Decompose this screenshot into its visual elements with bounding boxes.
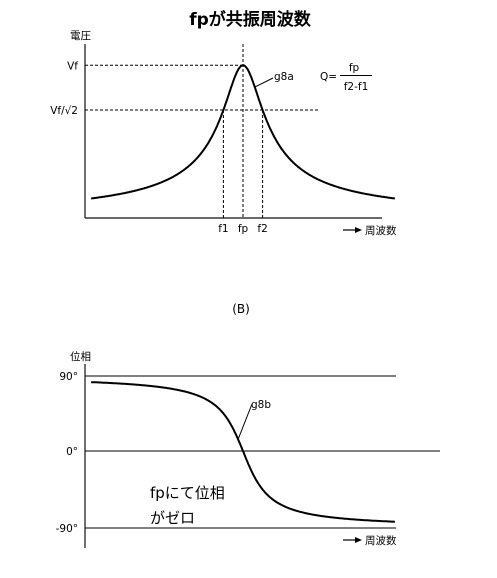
panel-label-b: (B) (232, 302, 250, 316)
annotation-line-2: がゼロ (150, 509, 195, 527)
x-tick-label: f1 (218, 223, 228, 235)
y-tick-labels: Vf Vf/√2 (50, 60, 78, 117)
y-tick-label: 90° (59, 371, 78, 383)
reference-lines (85, 44, 318, 218)
series-label-g8b: g8b (251, 399, 271, 411)
x-axis-label-frequency: 周波数 (365, 534, 397, 547)
g8a-leader-line (254, 77, 274, 88)
q-formula-denominator: f2-f1 (344, 81, 369, 93)
x-tick-label: fp (238, 223, 249, 235)
q-formula-lhs: Q= (320, 71, 337, 83)
x-axis-label-frequency: 周波数 (365, 224, 397, 237)
series-line-g8b (90, 381, 395, 523)
x-tick-labels: f1 fp f2 (218, 223, 268, 235)
y-tick-label: Vf/√2 (50, 105, 78, 117)
y-tick-label: 0° (66, 446, 78, 458)
y-tick-label: Vf (67, 60, 78, 72)
series-line-g8a (90, 64, 396, 200)
q-formula-numerator: fp (349, 62, 360, 74)
y-tick-labels: 90° 0° -90° (56, 371, 78, 535)
q-formula: Q= fp f2-f1 (320, 62, 372, 93)
y-axis-label-voltage: 電圧 (70, 30, 91, 42)
x-axis-arrow (343, 537, 362, 543)
phase-chart: 位相 90° 0° -90° g8b fpにて位相 がゼロ 周波数 (56, 350, 440, 548)
y-tick-label: -90° (56, 523, 78, 535)
x-axis-arrow (343, 227, 362, 233)
x-tick-label: f2 (257, 223, 267, 235)
g8b-leader-line (237, 403, 253, 440)
series-label-g8a: g8a (274, 71, 294, 83)
y-axis-label-phase: 位相 (70, 350, 91, 363)
figure-title: fpが共振周波数 (189, 9, 312, 30)
resonance-chart: 電圧 Vf Vf/√2 f1 fp f2 g8a Q= fp f2-f1 周波数 (50, 30, 397, 237)
reference-lines (85, 375, 440, 529)
annotation-line-1: fpにて位相 (150, 484, 225, 502)
